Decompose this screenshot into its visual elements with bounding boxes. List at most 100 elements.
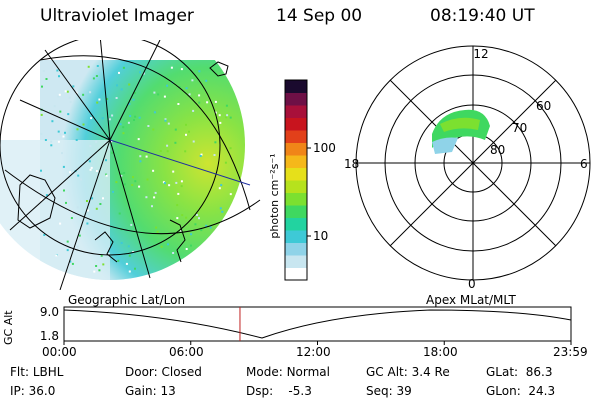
speckle	[95, 75, 98, 77]
speckle	[95, 140, 98, 143]
speckle	[78, 234, 81, 237]
speckle	[199, 155, 202, 157]
speckle	[160, 245, 163, 248]
speckle	[214, 100, 217, 103]
geographic-image	[0, 40, 261, 290]
speckle	[225, 116, 228, 119]
speckle	[105, 173, 108, 176]
speckle	[95, 265, 98, 267]
speckle	[91, 197, 94, 200]
speckle	[198, 217, 200, 220]
speckle	[87, 65, 90, 68]
time-label: 08:19:40 UT	[430, 6, 535, 26]
speckle	[86, 222, 89, 225]
speckle	[134, 267, 136, 270]
speckle	[139, 71, 141, 74]
speckle	[117, 259, 120, 262]
speckle	[75, 91, 78, 94]
speckle	[96, 65, 99, 67]
speckle	[180, 185, 183, 188]
speckle	[104, 141, 107, 144]
speckle	[128, 270, 131, 273]
speckle	[164, 118, 167, 121]
speckle	[115, 97, 118, 99]
speckle	[59, 110, 62, 113]
speckle	[176, 204, 179, 207]
speckle	[106, 98, 109, 100]
speckle	[190, 233, 193, 236]
speckle	[174, 128, 177, 131]
speckle	[127, 121, 130, 124]
colorbar-band	[285, 217, 307, 231]
speckle	[62, 135, 65, 138]
speckle	[95, 207, 98, 210]
speckle	[41, 85, 43, 88]
speckle	[57, 140, 60, 143]
speckle	[180, 68, 183, 71]
speckle	[63, 189, 65, 192]
speckle	[221, 210, 224, 213]
coastline-top	[209, 61, 229, 77]
speckle	[159, 150, 162, 152]
speckle	[56, 69, 59, 72]
speckle	[156, 230, 159, 233]
speckle	[130, 223, 133, 226]
speckle	[108, 148, 111, 151]
speckle	[200, 229, 203, 232]
speckle	[185, 133, 187, 136]
date-label: 14 Sep 00	[276, 6, 363, 26]
speckle	[133, 119, 135, 121]
timeline-xtick-0000: 00:00	[42, 345, 77, 359]
speckle	[134, 180, 137, 183]
speckle	[134, 115, 137, 118]
info-glat: GLat: 86.3	[486, 365, 553, 379]
speckle	[57, 130, 60, 133]
speckle	[122, 66, 125, 69]
speckle	[67, 113, 70, 116]
speckle	[70, 217, 73, 219]
speckle	[185, 248, 188, 250]
speckle	[101, 117, 104, 120]
speckle	[128, 103, 131, 105]
colorbar-band	[285, 192, 307, 206]
colorbar-band	[285, 180, 307, 193]
speckle	[218, 187, 221, 190]
colorbar-band	[285, 205, 307, 218]
speckle	[72, 169, 75, 172]
timeline-xtick-0600: 06:00	[169, 345, 204, 359]
speckle	[180, 180, 183, 183]
speckle	[93, 270, 96, 273]
colorbar-unit-label: photon cm⁻²s⁻¹	[268, 153, 281, 238]
speckle	[167, 243, 169, 246]
speckle	[59, 133, 62, 136]
speckle	[128, 254, 131, 257]
coastline-left	[17, 174, 56, 229]
speckle	[180, 229, 183, 232]
speckle	[168, 184, 171, 187]
info-ip: IP: 36.0	[10, 384, 56, 398]
polar-plot: 12 18 6 0 60 70 80	[344, 45, 591, 291]
speckle	[43, 234, 46, 236]
speckle	[188, 93, 191, 96]
timeline-ytick-9: 9.0	[40, 305, 59, 319]
speckle	[98, 269, 101, 272]
speckle	[102, 263, 105, 266]
timeline-xtick-2359: 23:59	[553, 345, 588, 359]
info-seq: Seq: 39	[366, 384, 412, 398]
speckle	[153, 91, 156, 94]
speckle	[164, 119, 167, 122]
speckle	[181, 214, 184, 217]
colorbar-band	[285, 105, 307, 118]
speckle	[152, 128, 155, 131]
speckle	[229, 147, 232, 150]
speckle	[118, 212, 121, 215]
uv-emission-region	[0, 60, 245, 280]
speckle	[137, 138, 140, 141]
speckle	[131, 252, 134, 255]
speckle	[82, 93, 85, 96]
speckle	[198, 94, 201, 97]
speckle	[176, 217, 179, 220]
speckle	[214, 141, 217, 144]
colorbar-band	[285, 230, 307, 243]
speckle	[120, 88, 123, 91]
